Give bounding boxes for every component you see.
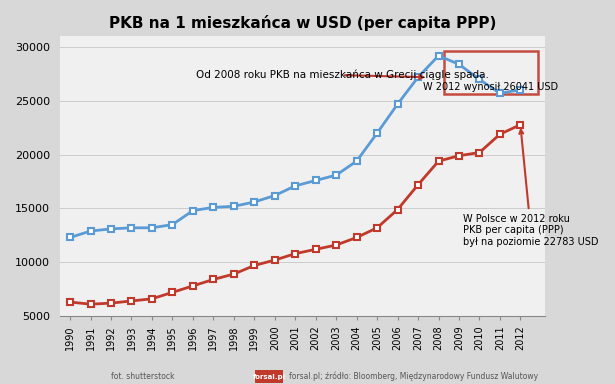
- FancyBboxPatch shape: [443, 51, 538, 94]
- Title: PKB na 1 mieszkańca w USD (per capita PPP): PKB na 1 mieszkańca w USD (per capita PP…: [109, 15, 496, 31]
- Text: forsal.pl: forsal.pl: [253, 374, 285, 379]
- Text: W Polsce w 2012 roku
PKB per capita (PPP)
był na poziomie 22783 USD: W Polsce w 2012 roku PKB per capita (PPP…: [463, 130, 598, 247]
- Text: W 2012 wynosił 26041 USD: W 2012 wynosił 26041 USD: [423, 82, 558, 92]
- Text: fot. shutterstock: fot. shutterstock: [111, 372, 174, 381]
- Text: Od 2008 roku PKB na mieszkańca w Grecji ciągle spada.: Od 2008 roku PKB na mieszkańca w Grecji …: [196, 70, 488, 80]
- Text: forsal.pl; źródło: Bloomberg, Międzynarodowy Fundusz Walutowy: forsal.pl; źródło: Bloomberg, Międzynaro…: [289, 372, 538, 381]
